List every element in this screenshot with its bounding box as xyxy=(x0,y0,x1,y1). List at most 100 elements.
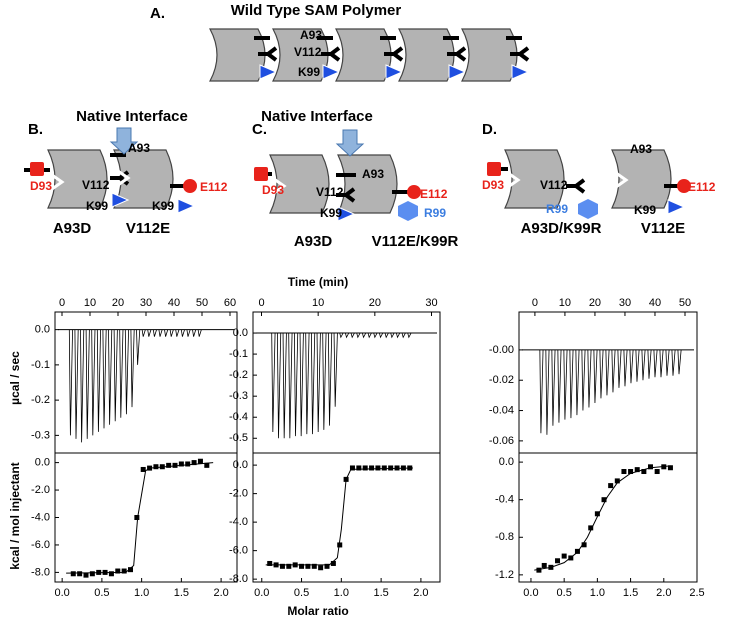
injection-peak xyxy=(271,333,276,432)
injection-peak xyxy=(635,349,640,382)
x-tick-label: 0 xyxy=(532,297,538,309)
x-tick-label: 40 xyxy=(168,297,180,309)
axis-title: Time (min) xyxy=(288,275,348,289)
injection-peak xyxy=(581,349,586,411)
y-tick-label: -0.1 xyxy=(31,359,50,371)
plot-frame xyxy=(252,452,441,583)
data-point xyxy=(191,460,197,466)
data-point xyxy=(204,462,210,468)
data-point xyxy=(667,465,673,471)
injection-peak xyxy=(629,349,634,384)
x-tick-label: 2.0 xyxy=(656,587,671,599)
data-point xyxy=(574,548,580,554)
data-point xyxy=(305,563,311,569)
data-point xyxy=(115,568,121,574)
data-point xyxy=(77,571,83,577)
data-point xyxy=(375,465,381,471)
y-tick-label: -0.1 xyxy=(229,348,248,360)
injection-peak xyxy=(569,349,574,419)
data-point xyxy=(267,560,273,566)
injection-peak xyxy=(378,332,384,339)
residue: R99 xyxy=(546,202,568,216)
data-point xyxy=(388,465,394,471)
residue: D93 xyxy=(30,179,52,193)
injection-peak xyxy=(141,329,146,337)
x-tick-label: 0.0 xyxy=(523,587,538,599)
data-point xyxy=(286,563,292,569)
injection-peak xyxy=(108,329,113,425)
data-point xyxy=(581,542,587,548)
data-point xyxy=(318,565,324,571)
x-tick-label: 50 xyxy=(196,297,208,309)
data-point xyxy=(621,469,627,475)
residue: E112 xyxy=(688,180,716,194)
injection-peak xyxy=(293,333,299,437)
x-tick-label: 30 xyxy=(140,297,152,309)
residue: A93 xyxy=(362,167,384,181)
data-point xyxy=(601,497,607,503)
data-point xyxy=(121,568,127,574)
y-tick-label: -8.0 xyxy=(229,573,248,585)
panel-title: Wild Type SAM Polymer xyxy=(231,2,402,19)
residue: V112 xyxy=(82,178,110,192)
injection-peak xyxy=(158,329,163,337)
data-point xyxy=(70,571,76,577)
glutamate xyxy=(677,179,691,193)
injection-peak xyxy=(356,332,361,339)
x-tick-label: 1.5 xyxy=(174,587,189,599)
injection-peak xyxy=(85,329,90,439)
data-point xyxy=(654,469,660,475)
diagram-shapes xyxy=(24,28,691,222)
side-chain xyxy=(518,52,530,62)
y-tick-label: -4.0 xyxy=(229,516,248,528)
injection-peak xyxy=(593,349,598,403)
injection-peak xyxy=(310,333,316,435)
construct-name: V112E xyxy=(126,220,170,237)
aspartate xyxy=(487,162,501,176)
residue: K99 xyxy=(634,203,656,217)
injection-peak xyxy=(545,349,550,435)
y-tick-label: -4.0 xyxy=(31,511,50,523)
construct-name: A93D xyxy=(53,220,92,237)
axis-title: kcal / mol injectant xyxy=(8,462,22,569)
data-point xyxy=(311,563,317,569)
notch xyxy=(117,169,131,187)
data-point xyxy=(330,560,336,566)
x-tick-label: 2.0 xyxy=(213,587,228,599)
panel-header: Native Interface xyxy=(261,108,373,125)
x-tick-label: 2.0 xyxy=(413,587,428,599)
monomer xyxy=(47,149,108,209)
data-point xyxy=(324,563,330,569)
injection-peak xyxy=(350,332,355,339)
residue: V112 xyxy=(294,45,322,59)
side-chain xyxy=(329,52,341,62)
injection-peak xyxy=(367,332,372,339)
arginine xyxy=(578,199,598,219)
x-tick-label: 0.5 xyxy=(294,587,309,599)
injection-peak xyxy=(599,349,604,399)
data-point xyxy=(134,515,140,520)
y-tick-label: -0.8 xyxy=(495,531,514,543)
injection-peak xyxy=(175,329,180,337)
injection-peak xyxy=(152,329,157,337)
residue: E112 xyxy=(200,180,228,194)
injection-peak xyxy=(641,349,646,381)
lysine xyxy=(448,64,467,80)
x-tick-label: 10 xyxy=(84,297,96,309)
injection-peak xyxy=(180,329,185,337)
injection-peak xyxy=(186,329,191,337)
residue: R99 xyxy=(424,206,446,220)
lysine xyxy=(511,64,530,80)
injection-peak xyxy=(623,349,628,387)
data-point xyxy=(185,461,191,467)
construct-name: V112E/K99R xyxy=(372,233,459,250)
y-tick-label: -0.06 xyxy=(489,435,514,447)
fit-line xyxy=(66,462,214,574)
y-tick-label: -0.5 xyxy=(229,432,248,444)
injection-peak xyxy=(344,332,350,339)
data-point xyxy=(561,553,567,559)
panel-label: C. xyxy=(252,121,267,138)
injection-peak xyxy=(605,349,610,396)
residue: K99 xyxy=(320,206,342,220)
